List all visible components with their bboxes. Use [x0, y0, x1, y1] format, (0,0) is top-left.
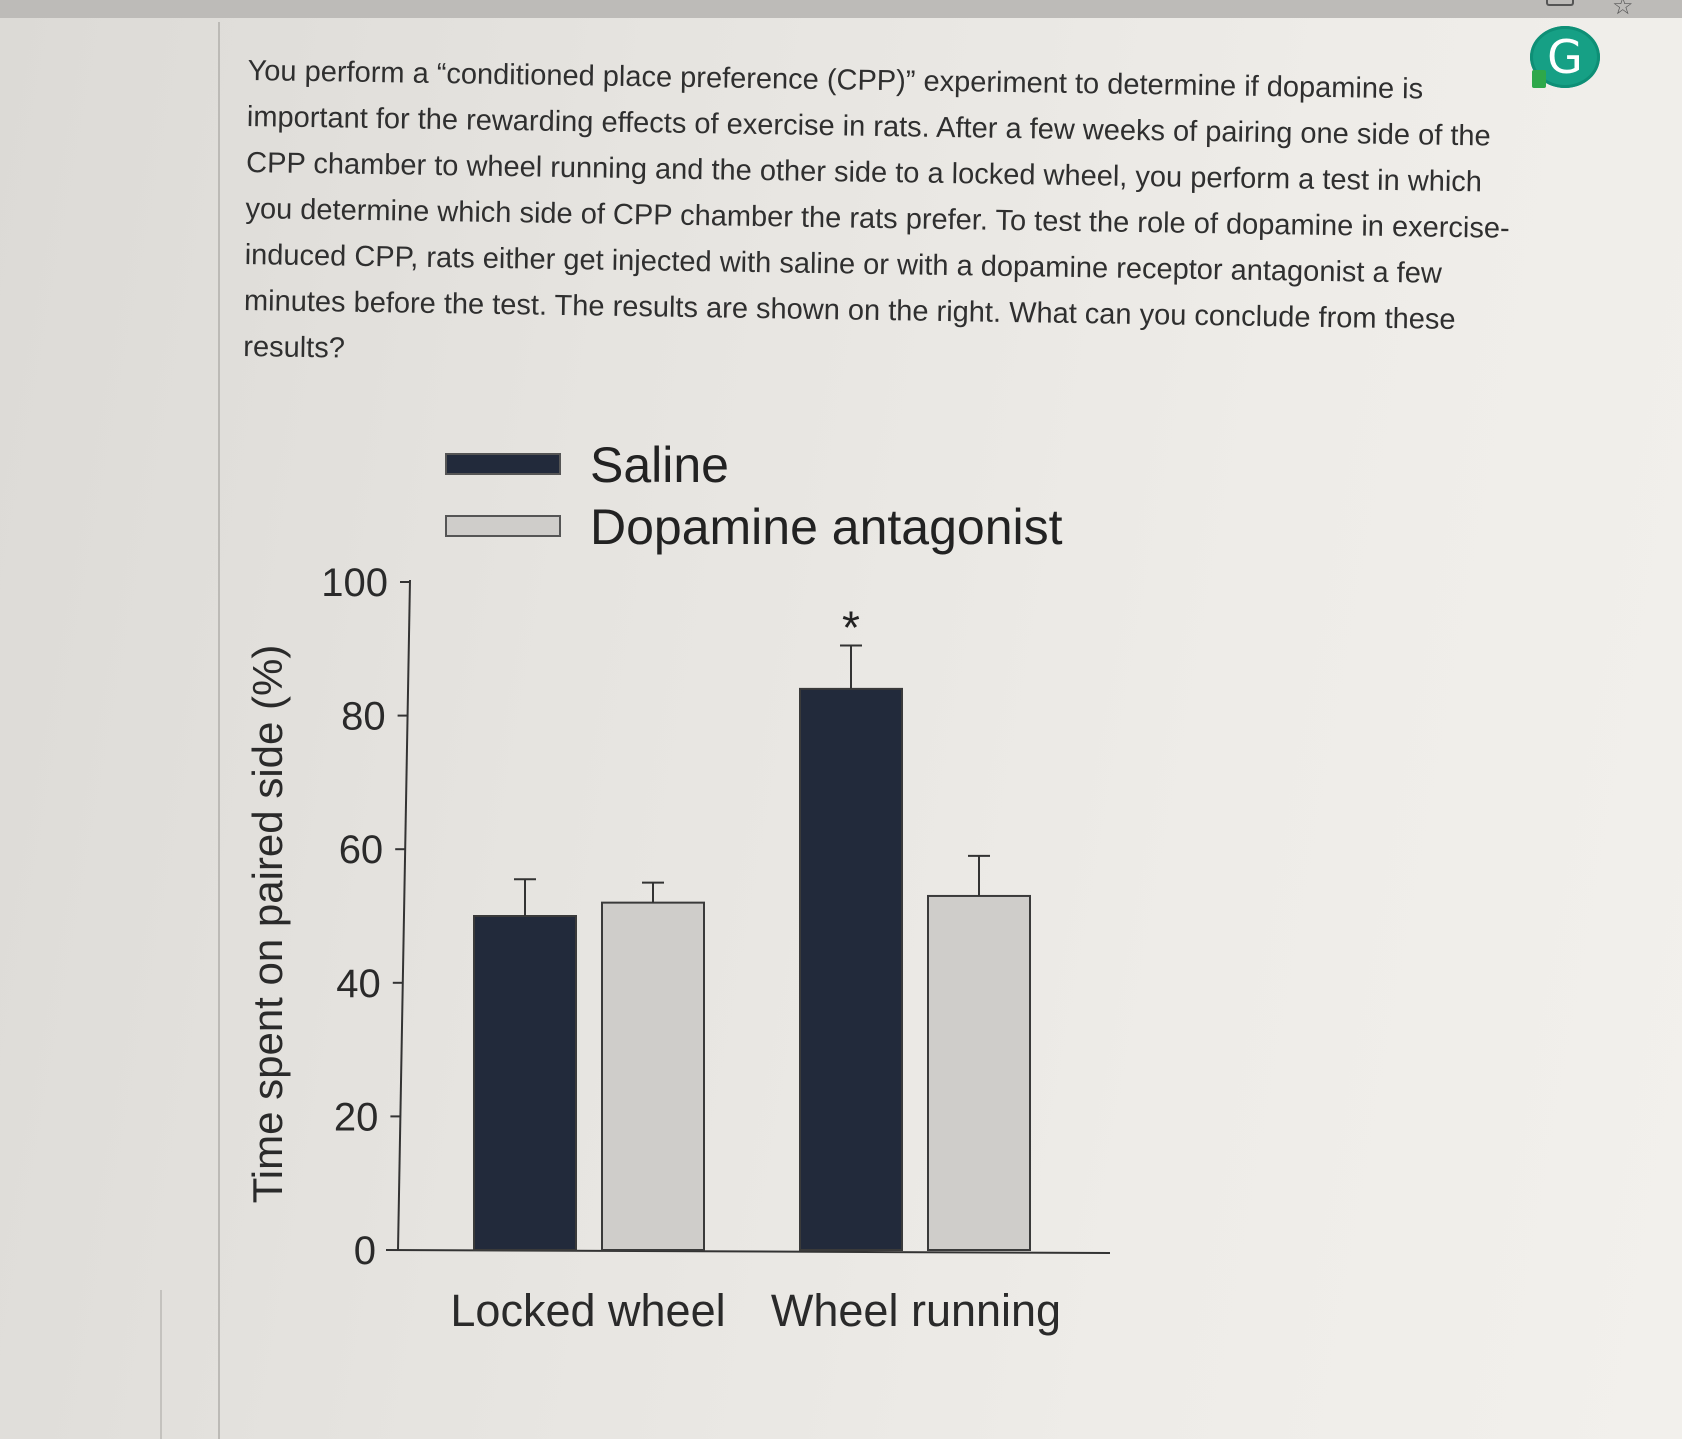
chart-labels: 0 20 40 60 80 100 Time spent on paired side (%…	[244, 561, 1061, 1336]
legend-label: Dopamine antagonist	[590, 499, 1063, 555]
x-tick-label: Locked wheel	[450, 1285, 725, 1336]
legend-swatch	[445, 453, 561, 475]
y-tick-label: 80	[341, 695, 386, 739]
outer-divider	[160, 1290, 162, 1439]
y-axis-line	[397, 579, 411, 1251]
chart-legend: Saline Dopamine antagonist	[445, 437, 1063, 555]
y-tick-label: 0	[354, 1229, 376, 1273]
legend-swatch	[445, 515, 561, 537]
bar	[601, 901, 705, 1251]
y-tick-label: 40	[336, 962, 381, 1006]
screen-icon[interactable]	[1546, 0, 1574, 6]
bar	[799, 687, 903, 1251]
y-tick-label: 20	[334, 1095, 379, 1139]
legend-label: Saline	[590, 437, 729, 493]
chart-bars	[473, 644, 1031, 1252]
y-axis-label: Time spent on paired side (%)	[244, 645, 291, 1204]
grammarly-status-icon	[1532, 70, 1546, 88]
bar	[473, 915, 577, 1251]
bookmark-star-icon[interactable]: ☆	[1612, 0, 1634, 20]
y-tick-label: 100	[321, 561, 388, 605]
significance-marker: *	[842, 601, 860, 653]
x-tick-label: Wheel running	[771, 1285, 1061, 1336]
bar	[927, 894, 1031, 1252]
y-tick-label: 60	[339, 828, 384, 872]
content-divider	[218, 22, 220, 1439]
